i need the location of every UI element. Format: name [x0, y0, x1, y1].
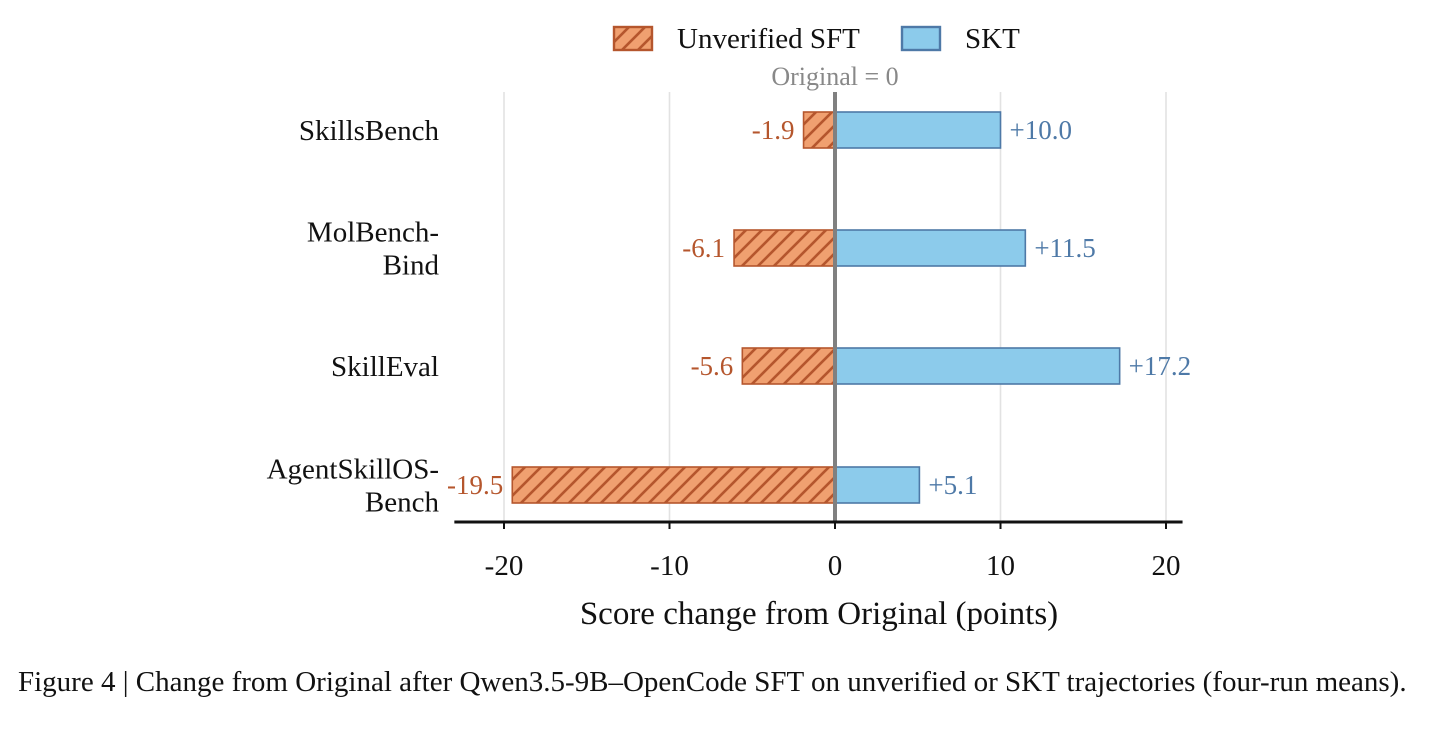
data-label: -19.5	[447, 470, 503, 500]
bar-unverified-sft	[733, 229, 836, 267]
bar-skt	[834, 466, 921, 504]
category-label: MolBench-	[307, 217, 439, 249]
gridlines	[503, 92, 1167, 522]
data-label: +5.1	[928, 470, 977, 500]
x-tick-label: -10	[650, 550, 689, 582]
bar-skt	[834, 111, 1002, 149]
figure-caption: Figure 4 | Change from Original after Qw…	[18, 666, 1407, 698]
bar-unverified-sft	[802, 111, 836, 149]
chart-svg: -1.9 -6.1 -5.6 -19.5 +10.0 +11.5 +17.2 +5.1 -20…	[267, 23, 1192, 632]
legend: Unverified SFT SKT	[612, 23, 1020, 55]
bars	[511, 111, 1121, 504]
data-label: -1.9	[752, 115, 795, 145]
x-axis: -20 -10 0 10 20	[454, 92, 1183, 582]
legend-label: SKT	[965, 23, 1020, 55]
bar-unverified-sft	[511, 466, 836, 504]
data-label: -6.1	[682, 233, 725, 263]
x-axis-title: Score change from Original (points)	[580, 596, 1058, 632]
category-label: Bench	[365, 487, 440, 519]
x-tick-label: 20	[1152, 550, 1181, 582]
zero-line-label: Original = 0	[771, 62, 898, 91]
legend-label: Unverified SFT	[677, 23, 860, 55]
bar-unverified-sft	[741, 347, 836, 385]
category-label: SkillEval	[331, 351, 439, 383]
data-label: +17.2	[1129, 351, 1191, 381]
bar-skt	[834, 229, 1027, 267]
legend-swatch-unverified-sft	[612, 25, 654, 52]
data-label: +11.5	[1034, 233, 1095, 263]
legend-swatch-skt	[900, 25, 942, 52]
data-label: -5.6	[691, 351, 734, 381]
x-tick-label: 0	[828, 550, 843, 582]
category-label: AgentSkillOS-	[267, 454, 439, 486]
y-axis-categories: SkillsBench MolBench-Bind SkillEval AgentSk…	[267, 115, 440, 519]
category-label: SkillsBench	[299, 115, 440, 147]
x-tick-label: -20	[485, 550, 524, 582]
category-label: Bind	[383, 250, 440, 282]
data-labels: -1.9 -6.1 -5.6 -19.5 +10.0 +11.5 +17.2 +5.1	[447, 115, 1191, 500]
data-label: +10.0	[1010, 115, 1072, 145]
bar-skt	[834, 347, 1121, 385]
x-tick-label: 10	[986, 550, 1015, 582]
